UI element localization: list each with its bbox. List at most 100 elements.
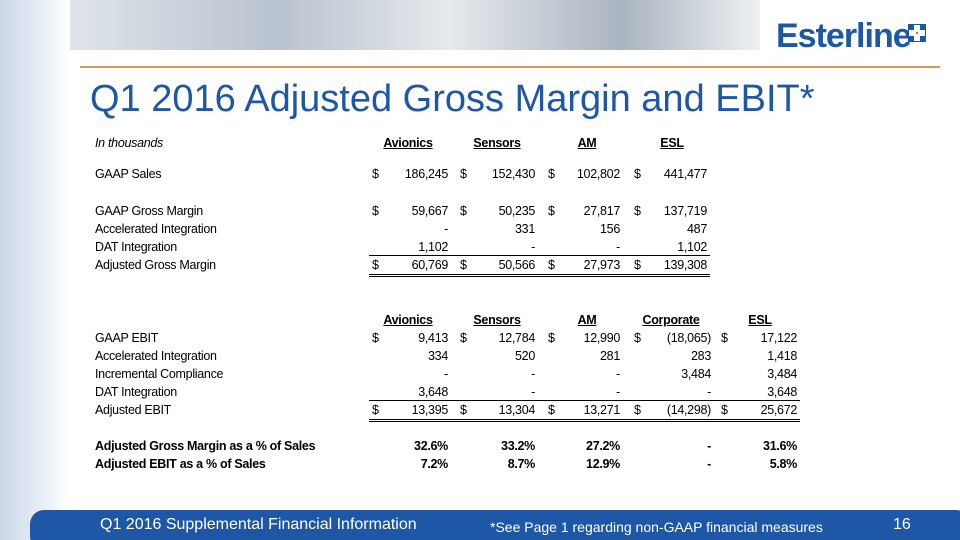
page-number: 16 — [893, 516, 911, 533]
cell-value: 139,308 — [663, 258, 707, 272]
currency: $ — [372, 258, 379, 272]
ratio-value: 12.9% — [586, 457, 620, 471]
ratio-label: Adjusted EBIT as a % of Sales — [95, 457, 266, 471]
row-label: DAT Integration — [95, 240, 177, 254]
currency: $ — [548, 204, 555, 218]
cell-value: - — [531, 240, 535, 254]
ratio-value: 27.2% — [586, 439, 620, 453]
cell-value: 25,672 — [760, 403, 798, 417]
cell-value: (18,065) — [666, 331, 711, 345]
rule-line — [369, 274, 710, 275]
cell-value: 13,271 — [583, 403, 621, 417]
cell-value: 12,784 — [498, 331, 536, 345]
currency: $ — [548, 331, 555, 345]
cell-value: - — [531, 385, 535, 399]
currency: $ — [460, 331, 467, 345]
cell-value: 60,769 — [411, 258, 449, 272]
ratio-value: - — [707, 457, 711, 471]
currency: $ — [634, 167, 641, 181]
row-label: GAAP Gross Margin — [95, 204, 203, 218]
cell-value: 331 — [515, 222, 535, 236]
cell-value: - — [444, 222, 448, 236]
cell-value: 50,235 — [498, 204, 536, 218]
cell-value: 152,430 — [491, 167, 535, 181]
cell-value: 59,667 — [411, 204, 449, 218]
footer-bar — [30, 510, 960, 540]
row-label: Adjusted Gross Margin — [95, 258, 216, 272]
cell-value: 1,102 — [677, 240, 707, 254]
unit-label: In thousands — [95, 136, 163, 150]
cell-value: 520 — [515, 349, 535, 363]
cell-value: 137,719 — [663, 204, 707, 218]
rule-line — [369, 276, 710, 277]
cell-value: 1,418 — [767, 349, 797, 363]
rule — [80, 66, 940, 68]
cell-value: - — [531, 367, 535, 381]
cell-value: 334 — [428, 349, 448, 363]
column-header: ESL — [660, 136, 684, 150]
currency: $ — [548, 403, 555, 417]
row-label: Accelerated Integration — [95, 222, 217, 236]
column-header: AM — [577, 313, 597, 327]
column-header: Avionics — [383, 313, 433, 327]
ratio-value: - — [707, 439, 711, 453]
cell-value: 3,648 — [418, 385, 448, 399]
row-label: Accelerated Integration — [95, 349, 217, 363]
cell-value: (14,298) — [666, 403, 711, 417]
column-header: AM — [577, 136, 597, 150]
cell-value: 27,973 — [583, 258, 621, 272]
currency: $ — [372, 331, 379, 345]
cell-value: 13,304 — [498, 403, 536, 417]
currency: $ — [372, 403, 379, 417]
cell-value: 487 — [687, 222, 707, 236]
currency: $ — [460, 167, 467, 181]
rule-line — [369, 400, 800, 401]
ratio-value: 31.6% — [763, 439, 797, 453]
cell-value: 3,484 — [681, 367, 711, 381]
cell-value: 50,566 — [498, 258, 536, 272]
currency: $ — [548, 258, 555, 272]
cell-value: 281 — [600, 349, 620, 363]
cell-value: 13,395 — [411, 403, 449, 417]
cell-value: 1,102 — [418, 240, 448, 254]
cell-value: - — [707, 385, 711, 399]
title: Q1 2016 Adjusted Gross Margin and EBIT* — [90, 78, 815, 120]
currency: $ — [460, 403, 467, 417]
currency: $ — [460, 258, 467, 272]
logo: Esterline — [776, 17, 912, 55]
ratio-value: 5.8% — [769, 457, 798, 471]
row-label: DAT Integration — [95, 385, 177, 399]
currency: $ — [721, 403, 728, 417]
photo-strip — [70, 0, 760, 50]
ratio-label: Adjusted Gross Margin as a % of Sales — [95, 439, 316, 453]
ratio-value: 8.7% — [507, 457, 536, 471]
footer-note: *See Page 1 regarding non-GAAP financial… — [490, 519, 823, 535]
ratio-value: 7.2% — [420, 457, 449, 471]
cell-value: - — [616, 240, 620, 254]
cell-value: 9,413 — [418, 331, 448, 345]
currency: $ — [372, 204, 379, 218]
cell-value: 102,802 — [576, 167, 620, 181]
currency: $ — [634, 331, 641, 345]
column-header: Sensors — [473, 313, 521, 327]
column-header: Avionics — [383, 136, 433, 150]
cell-value: 441,477 — [663, 167, 707, 181]
cell-value: 27,817 — [583, 204, 621, 218]
row-label: GAAP Sales — [95, 167, 162, 181]
cell-value: 156 — [600, 222, 620, 236]
side-band — [0, 0, 70, 540]
cell-value: 17,122 — [760, 331, 798, 345]
column-header: Corporate — [642, 313, 700, 327]
cell-value: 12,990 — [583, 331, 621, 345]
currency: $ — [372, 167, 379, 181]
currency: $ — [634, 403, 641, 417]
currency: $ — [460, 204, 467, 218]
currency: $ — [634, 258, 641, 272]
row-label: GAAP EBIT — [95, 331, 159, 345]
currency: $ — [634, 204, 641, 218]
cell-value: - — [616, 385, 620, 399]
column-header: Sensors — [473, 136, 521, 150]
currency: $ — [548, 167, 555, 181]
cell-value: 3,484 — [767, 367, 797, 381]
